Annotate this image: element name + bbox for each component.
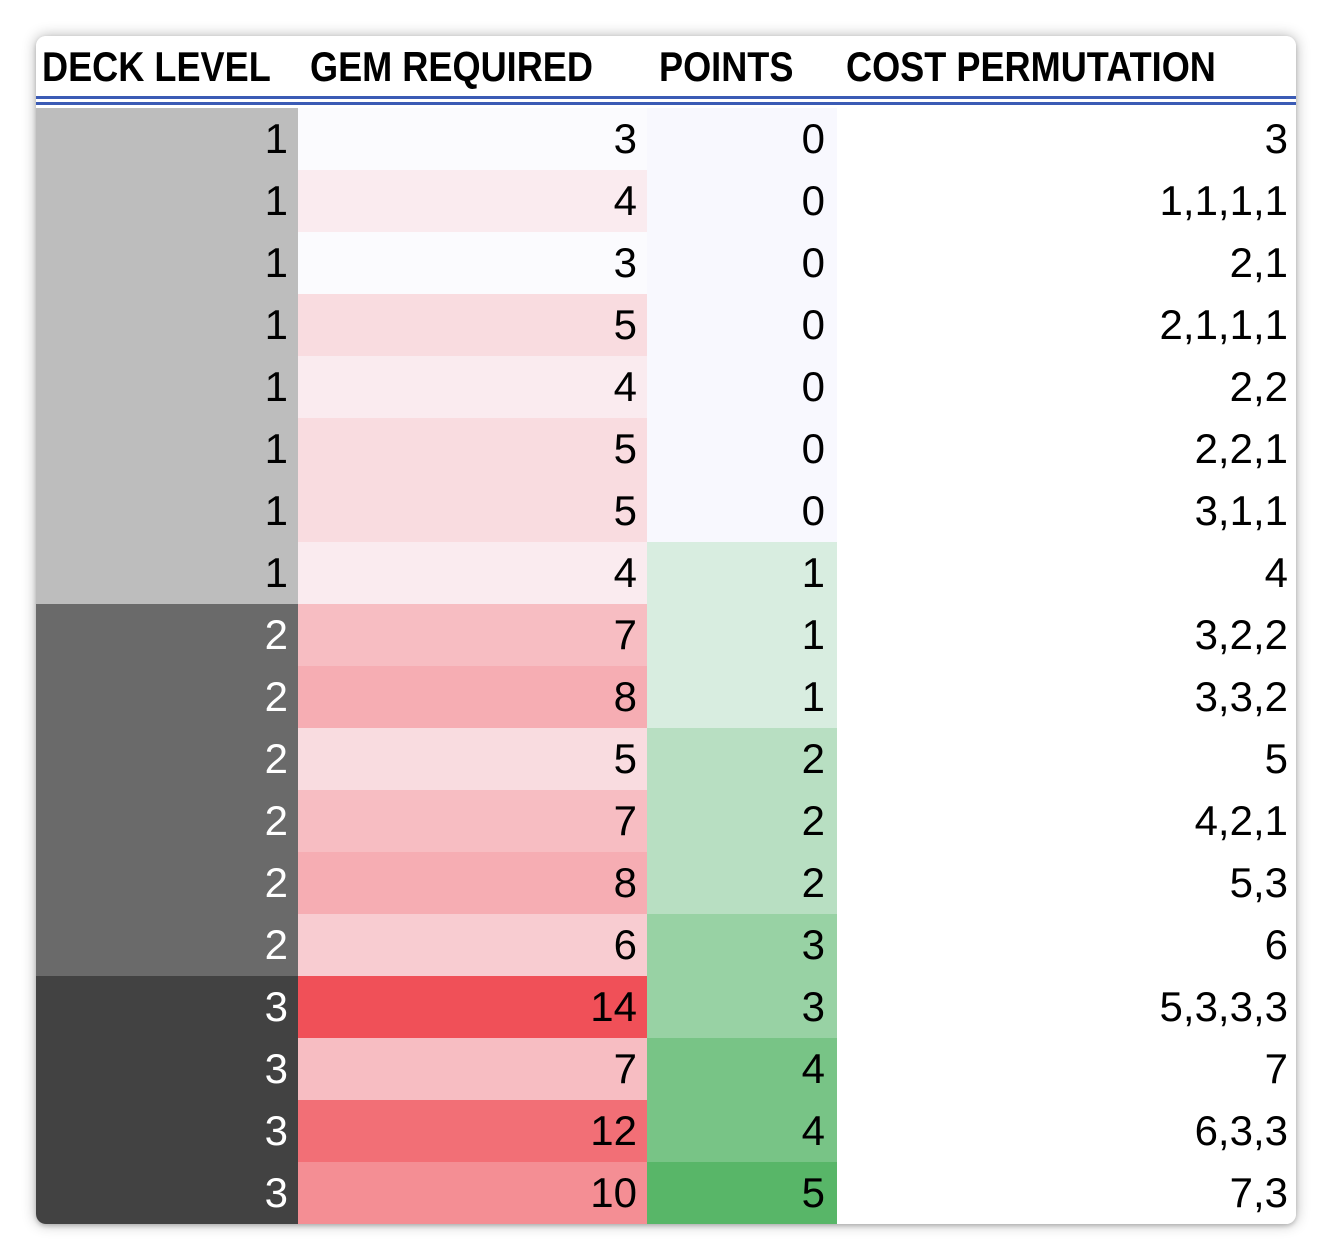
cell-deck-level[interactable]: 3: [36, 1162, 298, 1224]
cell-deck-level[interactable]: 2: [36, 790, 298, 852]
cell-points[interactable]: 1: [647, 542, 837, 604]
cell-gem-required[interactable]: 8: [298, 852, 647, 914]
cell-points[interactable]: 3: [647, 976, 837, 1038]
cell-points[interactable]: 0: [647, 294, 837, 356]
table-row: 2 8 2 5,3: [36, 852, 1296, 914]
cell-cost-permutation[interactable]: 3,3,2: [837, 666, 1296, 728]
table-row: 1 3 0 2,1: [36, 232, 1296, 294]
cell-cost-permutation[interactable]: 7,3: [837, 1162, 1296, 1224]
table-row: 1 5 0 3,1,1: [36, 480, 1296, 542]
cell-points[interactable]: 2: [647, 790, 837, 852]
cell-cost-permutation[interactable]: 5,3,3,3: [837, 976, 1296, 1038]
cell-gem-required[interactable]: 14: [298, 976, 647, 1038]
cell-points[interactable]: 0: [647, 108, 837, 170]
cell-gem-required[interactable]: 12: [298, 1100, 647, 1162]
table-row: 3 10 5 7,3: [36, 1162, 1296, 1224]
cell-deck-level[interactable]: 1: [36, 418, 298, 480]
cell-cost-permutation[interactable]: 7: [837, 1038, 1296, 1100]
cell-deck-level[interactable]: 2: [36, 666, 298, 728]
header-gem-required[interactable]: GEM REQUIRED: [310, 43, 593, 90]
cell-gem-required[interactable]: 7: [298, 1038, 647, 1100]
table-row: 1 4 0 1,1,1,1: [36, 170, 1296, 232]
cell-cost-permutation[interactable]: 2,1: [837, 232, 1296, 294]
header-deck-level[interactable]: DECK LEVEL: [42, 43, 271, 90]
cell-points[interactable]: 2: [647, 852, 837, 914]
cell-gem-required[interactable]: 7: [298, 604, 647, 666]
cell-gem-required[interactable]: 5: [298, 728, 647, 790]
cell-gem-required[interactable]: 3: [298, 232, 647, 294]
cell-points[interactable]: 0: [647, 418, 837, 480]
header-rule-bottom: [36, 102, 1296, 105]
cell-deck-level[interactable]: 1: [36, 542, 298, 604]
cell-points[interactable]: 5: [647, 1162, 837, 1224]
cell-cost-permutation[interactable]: 2,1,1,1: [837, 294, 1296, 356]
cell-gem-required[interactable]: 7: [298, 790, 647, 852]
cell-gem-required[interactable]: 8: [298, 666, 647, 728]
cell-cost-permutation[interactable]: 3,1,1: [837, 480, 1296, 542]
spreadsheet-table: DECK LEVEL GEM REQUIRED POINTS COST PERM…: [36, 36, 1296, 1224]
table-row: 2 7 2 4,2,1: [36, 790, 1296, 852]
cell-cost-permutation[interactable]: 6,3,3: [837, 1100, 1296, 1162]
cell-deck-level[interactable]: 3: [36, 1038, 298, 1100]
cell-points[interactable]: 4: [647, 1038, 837, 1100]
cell-gem-required[interactable]: 10: [298, 1162, 647, 1224]
header-row: DECK LEVEL GEM REQUIRED POINTS COST PERM…: [36, 36, 1296, 108]
cell-deck-level[interactable]: 3: [36, 1100, 298, 1162]
cell-deck-level[interactable]: 1: [36, 232, 298, 294]
cell-gem-required[interactable]: 6: [298, 914, 647, 976]
table-row: 2 7 1 3,2,2: [36, 604, 1296, 666]
cell-points[interactable]: 0: [647, 232, 837, 294]
cell-gem-required[interactable]: 5: [298, 294, 647, 356]
cell-points[interactable]: 2: [647, 728, 837, 790]
cell-points[interactable]: 0: [647, 356, 837, 418]
table-row: 3 14 3 5,3,3,3: [36, 976, 1296, 1038]
table-row: 2 8 1 3,3,2: [36, 666, 1296, 728]
cell-deck-level[interactable]: 1: [36, 170, 298, 232]
cell-deck-level[interactable]: 1: [36, 294, 298, 356]
cell-points[interactable]: 3: [647, 914, 837, 976]
header-cost-permutation[interactable]: COST PERMUTATION: [846, 43, 1216, 90]
cell-cost-permutation[interactable]: 3,2,2: [837, 604, 1296, 666]
cell-cost-permutation[interactable]: 4: [837, 542, 1296, 604]
header-rule-top: [36, 96, 1296, 99]
cell-cost-permutation[interactable]: 3: [837, 108, 1296, 170]
cell-cost-permutation[interactable]: 2,2: [837, 356, 1296, 418]
cell-points[interactable]: 0: [647, 480, 837, 542]
cell-points[interactable]: 4: [647, 1100, 837, 1162]
table-row: 1 5 0 2,1,1,1: [36, 294, 1296, 356]
cell-gem-required[interactable]: 3: [298, 108, 647, 170]
cell-deck-level[interactable]: 1: [36, 108, 298, 170]
cell-cost-permutation[interactable]: 1,1,1,1: [837, 170, 1296, 232]
cell-cost-permutation[interactable]: 6: [837, 914, 1296, 976]
cell-points[interactable]: 1: [647, 604, 837, 666]
cell-gem-required[interactable]: 4: [298, 356, 647, 418]
cell-gem-required[interactable]: 4: [298, 170, 647, 232]
cell-gem-required[interactable]: 5: [298, 418, 647, 480]
cell-points[interactable]: 1: [647, 666, 837, 728]
cell-cost-permutation[interactable]: 5: [837, 728, 1296, 790]
cell-deck-level[interactable]: 3: [36, 976, 298, 1038]
cell-gem-required[interactable]: 5: [298, 480, 647, 542]
cell-deck-level[interactable]: 2: [36, 914, 298, 976]
cell-cost-permutation[interactable]: 2,2,1: [837, 418, 1296, 480]
table-row: 1 4 0 2,2: [36, 356, 1296, 418]
table-row: 3 12 4 6,3,3: [36, 1100, 1296, 1162]
cell-deck-level[interactable]: 1: [36, 480, 298, 542]
table-row: 1 5 0 2,2,1: [36, 418, 1296, 480]
cell-gem-required[interactable]: 4: [298, 542, 647, 604]
cell-deck-level[interactable]: 2: [36, 604, 298, 666]
cell-deck-level[interactable]: 2: [36, 852, 298, 914]
header-points[interactable]: POINTS: [659, 43, 794, 90]
cell-cost-permutation[interactable]: 4,2,1: [837, 790, 1296, 852]
cell-deck-level[interactable]: 2: [36, 728, 298, 790]
cell-points[interactable]: 0: [647, 170, 837, 232]
cell-cost-permutation[interactable]: 5,3: [837, 852, 1296, 914]
cell-deck-level[interactable]: 1: [36, 356, 298, 418]
